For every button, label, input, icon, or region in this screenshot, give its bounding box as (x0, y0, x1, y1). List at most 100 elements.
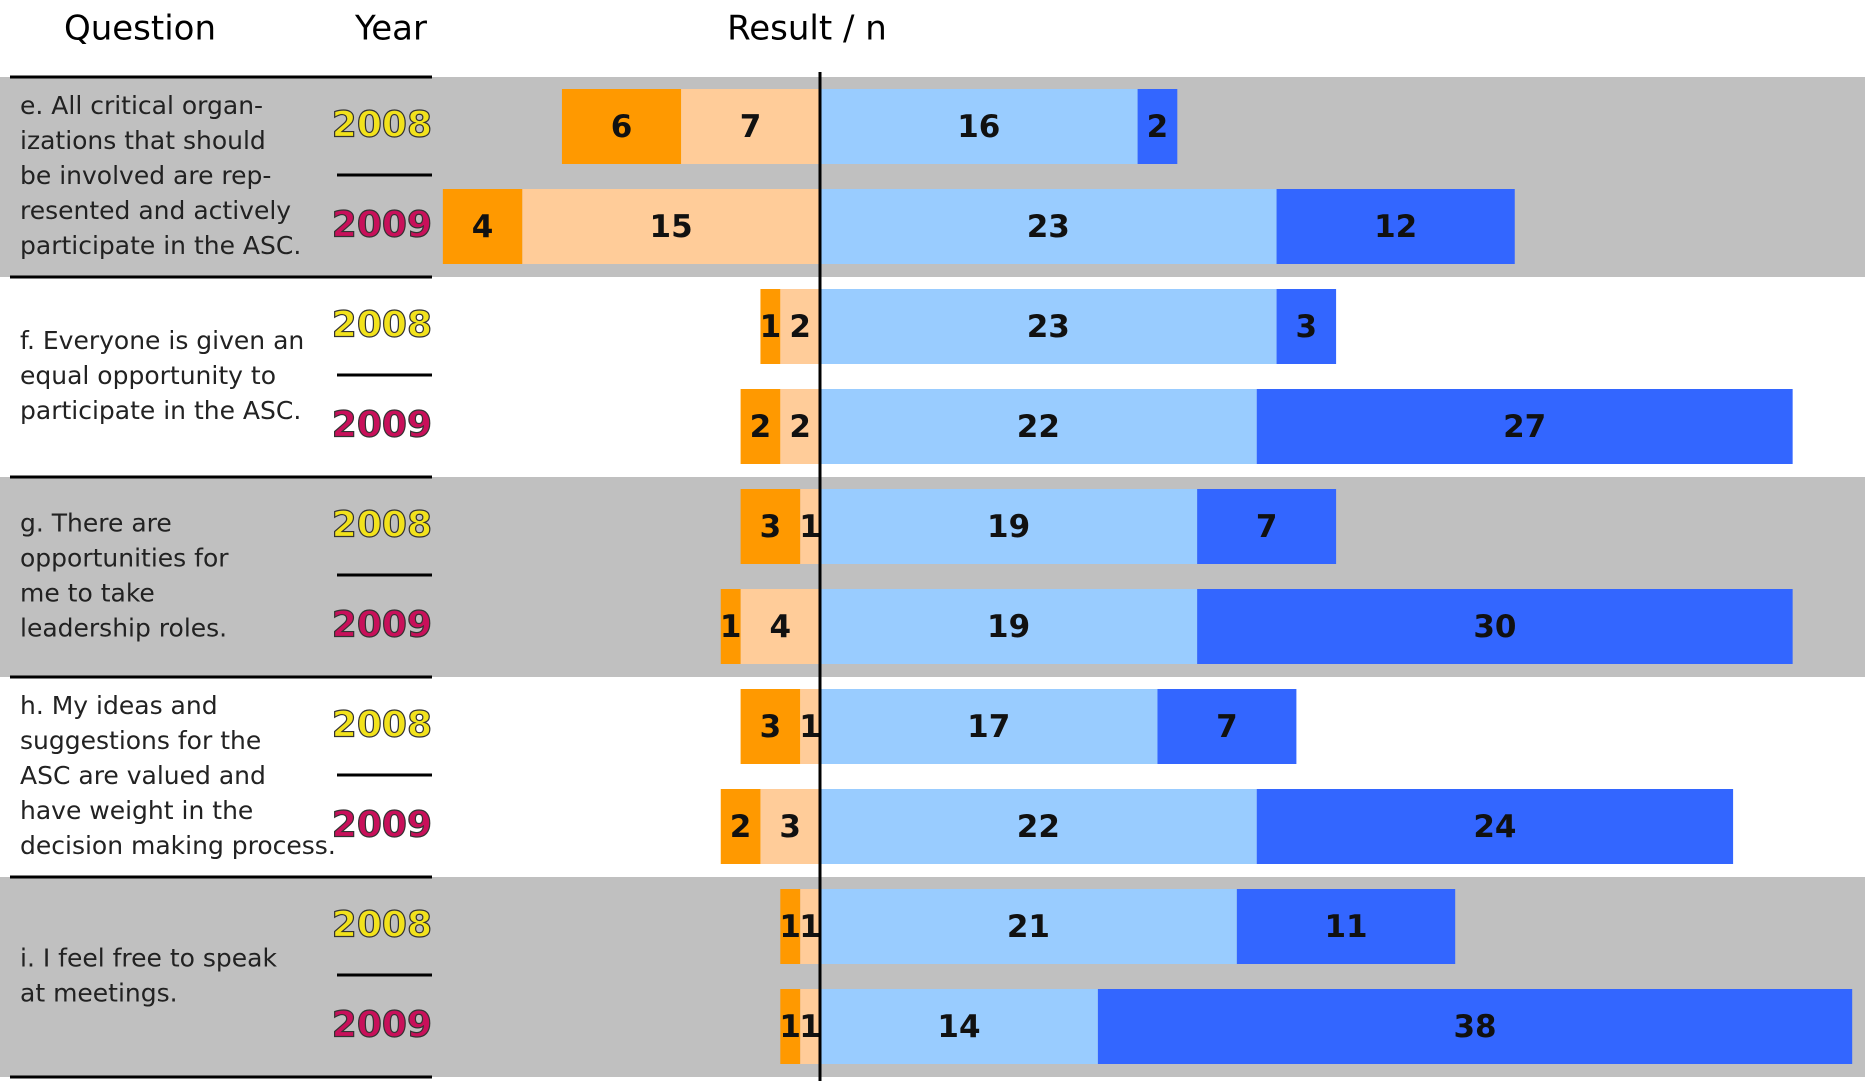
question-text: i. I feel free to speak (20, 944, 277, 973)
bar-segment (681, 89, 820, 164)
year-label: 2008 (332, 105, 432, 146)
bar-segment (800, 489, 820, 564)
question-text: have weight in the (20, 796, 253, 825)
bar-segment (1197, 589, 1793, 664)
question-text: e. All critical organ- (20, 91, 263, 120)
value-label: 2 (789, 409, 811, 445)
question-text: izations that should (20, 126, 266, 155)
question-text: equal opportunity to (20, 361, 276, 390)
value-label: 2 (730, 809, 752, 845)
bar-segment (1236, 889, 1456, 964)
header-result: Result / n (727, 9, 887, 49)
question-text: be involved are rep- (20, 161, 271, 190)
bar-segment (1137, 89, 1178, 164)
bar-segment (820, 89, 1138, 164)
value-label: 1 (799, 709, 821, 745)
question-text: at meetings. (20, 979, 178, 1008)
value-label: 1 (779, 909, 801, 945)
year-label: 2009 (332, 1005, 432, 1046)
bar-segment (720, 589, 741, 664)
bar-segment (1157, 689, 1297, 764)
value-label: 2 (1147, 109, 1169, 145)
value-label: 1 (760, 309, 782, 345)
bar-segment (780, 389, 820, 464)
year-label: 2009 (332, 605, 432, 646)
bar-segment (1097, 989, 1853, 1064)
value-label: 7 (740, 109, 762, 145)
bar-segment (1276, 289, 1337, 364)
value-label: 22 (1017, 409, 1060, 445)
bar-segment (780, 989, 801, 1064)
value-label: 27 (1503, 409, 1546, 445)
header-year: Year (354, 9, 427, 49)
question-text: me to take (20, 579, 155, 608)
value-label: 1 (720, 609, 742, 645)
question-text: suggestions for the (20, 726, 261, 755)
value-label: 19 (987, 509, 1030, 545)
bar-segment (820, 589, 1198, 664)
year-label: 2009 (332, 805, 432, 846)
question-text: f. Everyone is given an (20, 326, 304, 355)
value-label: 21 (1007, 909, 1050, 945)
value-label: 23 (1027, 309, 1070, 345)
bar-segment (1197, 489, 1337, 564)
value-label: 7 (1256, 509, 1278, 545)
bar-segment (760, 289, 781, 364)
value-label: 3 (760, 709, 782, 745)
value-label: 1 (799, 909, 821, 945)
value-label: 11 (1324, 909, 1367, 945)
value-label: 22 (1017, 809, 1060, 845)
header-question: Question (64, 9, 216, 49)
year-label: 2008 (332, 505, 432, 546)
bar-segment (760, 789, 820, 864)
bar-segment (820, 789, 1257, 864)
question-text: participate in the ASC. (20, 231, 301, 260)
bar-segment (1276, 189, 1515, 264)
bar-segment (522, 189, 820, 264)
bar-segment (561, 89, 682, 164)
value-label: 2 (750, 409, 772, 445)
bar-segment (442, 189, 523, 264)
value-label: 7 (1216, 709, 1238, 745)
year-label: 2009 (332, 405, 432, 446)
bar-segment (800, 989, 820, 1064)
value-label: 38 (1453, 1009, 1496, 1045)
value-label: 3 (760, 509, 782, 545)
question-text: resented and actively (20, 196, 291, 225)
question-text: participate in the ASC. (20, 396, 301, 425)
bar-segment (1256, 789, 1734, 864)
value-label: 3 (779, 809, 801, 845)
bar-segment (820, 489, 1198, 564)
bar-segment (820, 289, 1277, 364)
bar-segment (720, 789, 761, 864)
bar-segment (780, 889, 801, 964)
value-label: 12 (1374, 209, 1417, 245)
year-label: 2008 (332, 705, 432, 746)
bar-segment (820, 889, 1237, 964)
value-label: 17 (967, 709, 1010, 745)
bar-segment (820, 389, 1257, 464)
year-label: 2008 (332, 305, 432, 346)
bar-segment (820, 189, 1277, 264)
value-label: 4 (770, 609, 792, 645)
value-label: 16 (957, 109, 1000, 145)
year-label: 2009 (332, 205, 432, 246)
value-label: 30 (1473, 609, 1516, 645)
bar-segment (1256, 389, 1793, 464)
question-text: ASC are valued and (20, 761, 266, 790)
question-text: h. My ideas and (20, 691, 218, 720)
bar-segment (820, 989, 1098, 1064)
value-label: 1 (779, 1009, 801, 1045)
value-label: 15 (650, 209, 693, 245)
bar-segment (780, 289, 820, 364)
question-text: g. There are (20, 509, 172, 538)
value-label: 4 (472, 209, 494, 245)
question-text: opportunities for (20, 544, 229, 573)
bar-segment (740, 389, 781, 464)
bar-segment (740, 489, 801, 564)
question-text: leadership roles. (20, 614, 227, 643)
value-label: 14 (937, 1009, 980, 1045)
year-label: 2008 (332, 905, 432, 946)
value-label: 1 (799, 1009, 821, 1045)
